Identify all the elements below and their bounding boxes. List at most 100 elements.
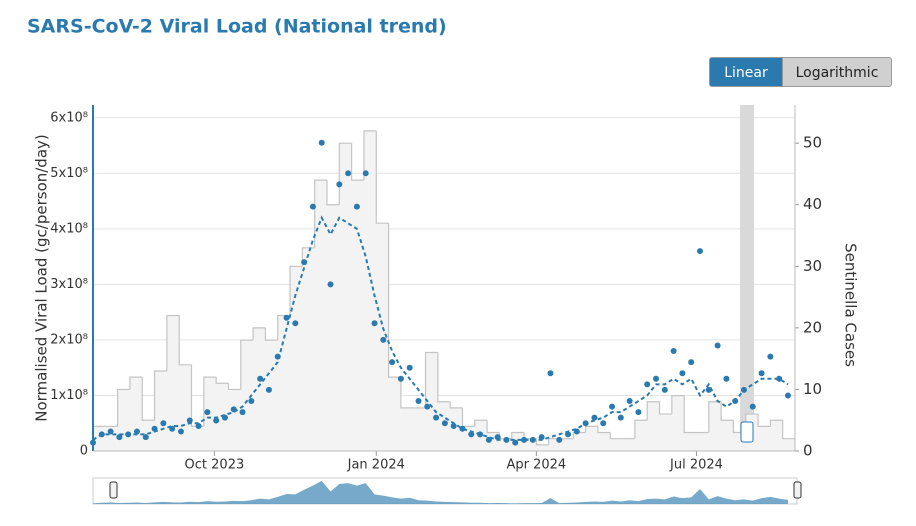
data-point: [591, 414, 598, 421]
y-tick-label: 0: [80, 444, 88, 459]
y2-axis-label: Sentinella Cases: [842, 243, 860, 367]
data-point: [529, 436, 536, 443]
cases-area: [437, 401, 451, 451]
data-point: [609, 403, 616, 410]
data-point: [740, 386, 747, 393]
y-tick-label: 3x10⁸: [50, 277, 88, 292]
cases-area: [327, 204, 340, 451]
data-point: [265, 386, 272, 393]
data-point: [661, 386, 668, 393]
data-point: [292, 320, 299, 327]
data-point: [600, 420, 607, 427]
data-point: [221, 414, 228, 421]
cases-area: [302, 247, 315, 451]
data-point: [98, 431, 105, 438]
cases-area: [610, 438, 623, 451]
cases-area: [684, 432, 697, 451]
data-point: [433, 414, 440, 421]
cases-step: [351, 143, 364, 181]
logarithmic-button[interactable]: Logarithmic: [782, 57, 892, 87]
cases-area: [770, 420, 783, 451]
y2-tick-label: 30: [803, 257, 822, 275]
cases-step: [671, 394, 685, 415]
cases-step: [597, 426, 611, 434]
data-point: [494, 434, 501, 441]
navigator-handle-right: [793, 481, 802, 499]
data-point: [468, 431, 475, 438]
cases-area: [413, 407, 426, 451]
navigator-handle-left: [109, 481, 118, 499]
cases-area: [573, 432, 586, 451]
data-point: [177, 428, 184, 435]
data-point: [125, 431, 132, 438]
cases-area: [240, 340, 254, 451]
cases-step: [437, 352, 451, 403]
cases-step: [424, 351, 438, 408]
data-point: [301, 259, 308, 266]
cases-area: [782, 438, 795, 451]
data-point: [160, 420, 167, 427]
data-point: [705, 386, 712, 393]
data-point: [415, 398, 422, 405]
data-point: [318, 139, 325, 146]
data-point: [107, 428, 114, 435]
data-point: [133, 428, 140, 435]
cases-step: [314, 179, 327, 248]
cases-area: [265, 340, 278, 451]
cases-area: [536, 444, 549, 451]
y2-tick-label: 0: [803, 442, 813, 460]
cases-step: [240, 339, 254, 390]
cases-area: [339, 143, 352, 451]
cases-step: [585, 425, 598, 433]
data-point: [485, 436, 492, 443]
data-point: [565, 431, 572, 438]
linear-button[interactable]: Linear: [709, 57, 783, 87]
y-tick-label: 4x10⁸: [50, 221, 88, 236]
cases-area: [154, 370, 167, 451]
cases-step: [720, 401, 734, 421]
data-point: [723, 375, 730, 382]
data-point: [679, 370, 686, 377]
cases-area: [647, 401, 660, 451]
data-point: [283, 314, 290, 321]
cases-area: [450, 407, 463, 451]
data-point: [477, 431, 484, 438]
y2-tick-label: 20: [803, 318, 822, 336]
cases-step: [486, 420, 500, 434]
data-point: [538, 434, 545, 441]
data-point: [353, 203, 360, 210]
y-tick-label: 6x10⁸: [50, 110, 88, 125]
data-point: [116, 434, 123, 441]
y2-tick-label: 50: [803, 134, 822, 152]
cases-area: [179, 364, 192, 451]
cases-area: [253, 327, 266, 451]
cases-step: [178, 315, 192, 366]
data-point: [151, 425, 158, 432]
data-point: [336, 181, 343, 188]
cases-step: [400, 377, 414, 409]
cases-step: [153, 370, 167, 421]
y2-tick-label: 40: [803, 195, 822, 213]
y2-tick-label: 10: [803, 380, 822, 398]
cases-area: [400, 407, 414, 451]
data-point: [424, 403, 431, 410]
navigator-area: [93, 480, 788, 504]
data-point: [195, 423, 202, 430]
cases-area: [228, 389, 241, 451]
cases-area: [129, 377, 143, 451]
data-point: [371, 320, 378, 327]
data-point: [441, 420, 448, 427]
cases-step: [461, 407, 475, 427]
cases-step: [658, 401, 672, 415]
data-point: [309, 203, 316, 210]
cases-area: [363, 130, 377, 451]
data-point: [213, 417, 220, 424]
cases-area: [290, 266, 303, 451]
data-point: [688, 359, 695, 366]
cases-step: [474, 419, 488, 427]
data-point: [582, 420, 589, 427]
cases-area: [561, 438, 574, 451]
data-point: [169, 425, 176, 432]
selection-band: [740, 105, 754, 451]
